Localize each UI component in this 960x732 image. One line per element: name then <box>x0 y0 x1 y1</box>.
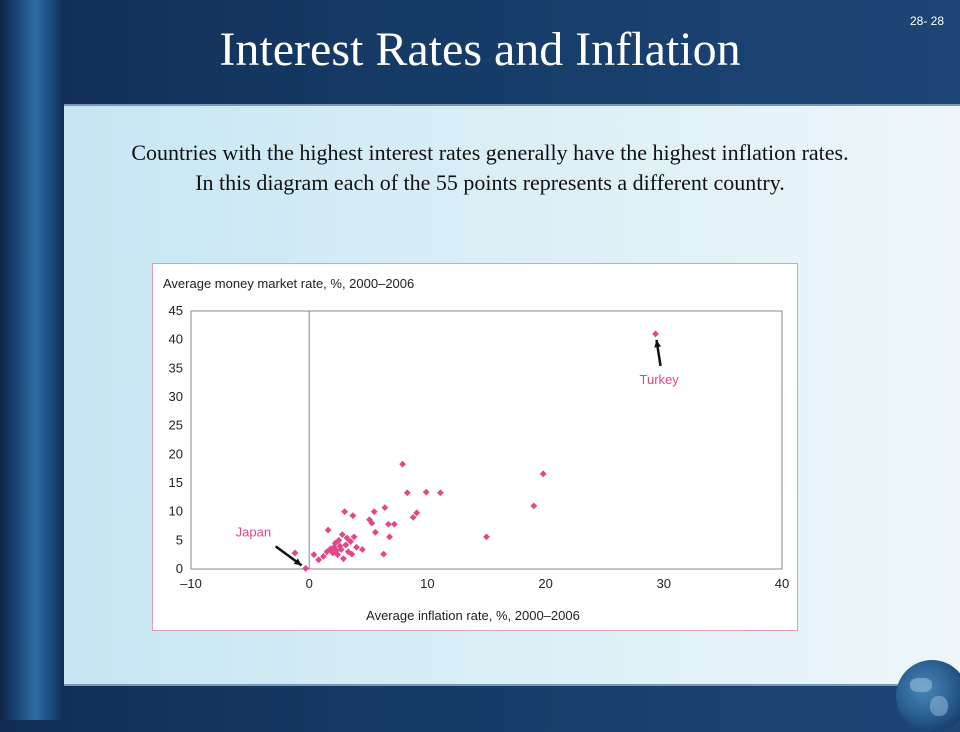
data-point <box>399 460 406 468</box>
data-point <box>348 550 356 558</box>
data-point <box>335 536 343 544</box>
x-axis-label: Average inflation rate, %, 2000–2006 <box>366 608 580 623</box>
data-point <box>341 508 349 516</box>
data-point <box>344 548 352 556</box>
data-point <box>350 533 358 541</box>
annotation-label: Turkey <box>640 372 680 387</box>
data-point <box>371 528 379 536</box>
scatter-chart: Average money market rate, %, 2000–2006 … <box>152 263 798 631</box>
left-decorative-bar <box>0 0 64 720</box>
data-point <box>338 531 346 538</box>
data-point <box>368 519 376 527</box>
data-point <box>358 546 366 553</box>
data-point <box>324 526 332 534</box>
data-point <box>331 539 339 547</box>
y-tick-label: 5 <box>176 532 183 547</box>
y-ticks: 0 5 10 15 20 25 30 35 40 45 <box>169 303 183 576</box>
data-point <box>413 509 421 517</box>
slide-caption: Countries with the highest interest rate… <box>131 140 849 195</box>
data-point <box>530 502 538 510</box>
data-point <box>310 551 318 559</box>
annotations: Japan Turkey <box>236 339 680 567</box>
data-point <box>381 504 389 512</box>
x-tick-label: 30 <box>657 576 671 591</box>
plot-frame <box>190 310 783 570</box>
data-point <box>386 533 393 541</box>
data-point <box>334 551 341 559</box>
data-point <box>347 538 354 545</box>
y-axis-label: Average money market rate, %, 2000–2006 <box>163 276 414 291</box>
slide-title: Interest Rates and Inflation <box>219 23 741 76</box>
x-tick-label: 40 <box>775 576 789 591</box>
globe-icon <box>896 660 960 732</box>
data-point <box>539 470 547 478</box>
x-tick-label: 10 <box>420 576 434 591</box>
annotation-arrowhead <box>293 558 302 566</box>
data-point <box>291 549 299 557</box>
chart-svg: Average money market rate, %, 2000–2006 … <box>163 276 789 623</box>
y-tick-label: 20 <box>169 446 183 461</box>
data-point <box>353 543 360 551</box>
x-tick-label: 20 <box>538 576 552 591</box>
y-tick-label: 35 <box>169 360 183 375</box>
y-tick-label: 45 <box>169 303 183 318</box>
y-tick-label: 25 <box>169 418 183 433</box>
data-point <box>337 546 345 553</box>
data-point <box>319 552 327 560</box>
annotation-label: Japan <box>236 524 271 539</box>
annotation-arrowhead <box>654 339 662 348</box>
data-point <box>343 534 351 542</box>
slide-number: 28- 28 <box>909 14 944 28</box>
data-point <box>349 512 357 520</box>
data-point <box>380 550 388 558</box>
data-point <box>370 508 378 516</box>
data-point <box>315 556 323 564</box>
data-point <box>302 565 310 572</box>
data-point <box>390 520 398 528</box>
data-point <box>340 555 347 563</box>
data-point <box>437 489 444 497</box>
y-tick-label: 30 <box>169 389 183 404</box>
data-points <box>291 330 659 572</box>
data-point <box>652 330 659 338</box>
y-tick-label: 10 <box>169 504 183 519</box>
bottom-divider <box>64 684 960 686</box>
x-tick-label: –10 <box>180 576 202 591</box>
y-tick-label: 0 <box>176 561 183 576</box>
data-point <box>422 488 430 496</box>
data-point <box>342 541 350 549</box>
data-point <box>483 533 490 541</box>
x-tick-label: 0 <box>306 576 313 591</box>
x-ticks: –10 0 10 20 30 40 <box>180 576 789 591</box>
y-tick-label: 40 <box>169 332 183 347</box>
data-point <box>403 489 411 497</box>
y-tick-label: 15 <box>169 475 183 490</box>
data-point <box>384 520 392 528</box>
data-point <box>409 514 417 521</box>
